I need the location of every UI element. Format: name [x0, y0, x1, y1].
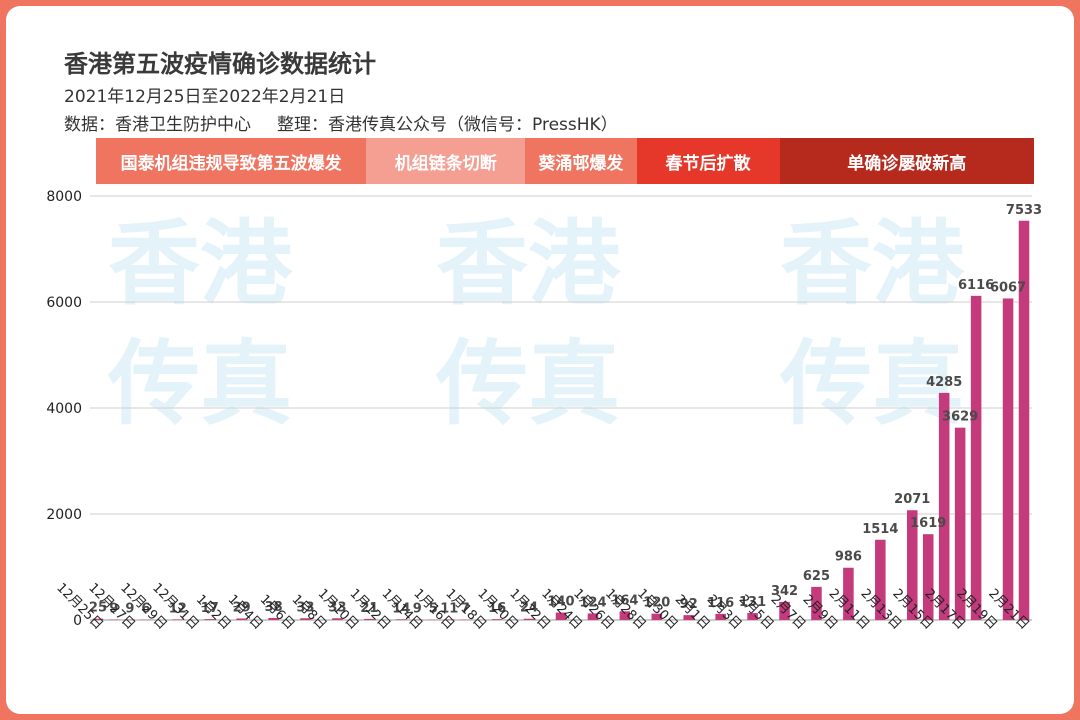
bar — [875, 539, 886, 620]
chart-card: 香港第五波疫情确诊数据统计 2021年12月25日至2022年2月21日 数据：… — [6, 6, 1074, 714]
y-tick-label: 4000 — [46, 401, 82, 417]
y-tick-label: 2000 — [46, 507, 82, 523]
data-label: 7533 — [1006, 203, 1042, 218]
bar — [268, 617, 279, 620]
watermark: 香港传真 香港传真 香港传真 — [107, 210, 965, 437]
bar — [555, 612, 567, 620]
data-label: 9 — [109, 602, 118, 617]
data-label: 1514 — [862, 522, 898, 537]
watermark-text: 传真 — [779, 330, 964, 437]
data-label: 25 — [89, 601, 107, 616]
data-label: 92 — [680, 597, 698, 612]
data-label: 17 — [201, 601, 219, 616]
phase-2: 机组链条切断 — [366, 138, 526, 184]
bar — [747, 613, 758, 620]
data-label: 6067 — [990, 280, 1026, 295]
data-label: 5 — [429, 602, 438, 617]
phase-5: 单确诊屡破新高 — [779, 138, 1034, 184]
bar — [1018, 220, 1030, 620]
bar — [364, 618, 375, 620]
phase-4: 春节后扩散 — [636, 138, 780, 184]
y-tick-label: 6000 — [46, 295, 82, 311]
data-label: 12 — [169, 601, 187, 616]
data-label: 140 — [547, 595, 574, 610]
phase-3: 葵涌邨爆发 — [525, 138, 637, 184]
bar — [92, 618, 104, 620]
data-label: 116 — [707, 596, 734, 611]
page-title: 香港第五波疫情确诊数据统计 — [64, 50, 376, 78]
bar — [300, 618, 311, 620]
watermark-text: 传真 — [435, 330, 620, 437]
bar — [906, 510, 918, 620]
bar — [236, 618, 247, 620]
x-tick-label: 1月4日 — [225, 592, 266, 633]
source-line: 数据：香港卫生防护中心 整理：香港传真公众号（微信号：PressHK） — [64, 110, 618, 135]
bar — [332, 618, 343, 620]
data-label: 4285 — [926, 375, 962, 390]
bar — [1002, 298, 1014, 620]
phase-1: 国泰机组违规导致第五波爆发 — [96, 138, 367, 184]
data-labels: 25 9 9 6 12 17 29 38 33 33 21 14 9 5 11 7 16 24 140 124 164 1… — [89, 203, 1042, 617]
bar — [204, 619, 216, 620]
bar — [523, 618, 535, 620]
data-label: 33 — [328, 600, 346, 615]
data-label: 38 — [265, 600, 283, 615]
bar — [715, 613, 726, 620]
y-axis: 0 2000 4000 6000 8000 — [46, 189, 82, 629]
bar — [938, 392, 950, 620]
data-label: 21 — [360, 601, 378, 616]
bar — [954, 427, 966, 620]
y-tick-label: 0 — [73, 613, 82, 629]
bar — [811, 586, 822, 620]
data-label: 120 — [643, 596, 670, 611]
data-label: 124 — [579, 595, 606, 610]
data-label: 24 — [520, 601, 538, 616]
x-tick-label: 1月6日 — [257, 592, 298, 633]
bar — [619, 611, 631, 620]
bar — [172, 619, 184, 620]
data-label: 14 — [392, 601, 410, 616]
data-label: 6 — [141, 602, 150, 617]
data-label: 7 — [461, 602, 470, 617]
data-label: 6116 — [958, 278, 994, 293]
data-label: 131 — [739, 595, 766, 610]
bar — [587, 613, 599, 620]
bar — [443, 619, 455, 620]
data-label: 16 — [488, 601, 506, 616]
bar — [779, 601, 790, 620]
date-range-subtitle: 2021年12月25日至2022年2月21日 — [64, 87, 346, 107]
x-tick-label: 1月2日 — [193, 592, 234, 633]
data-label: 11 — [440, 601, 458, 616]
watermark-text: 传真 — [107, 330, 292, 437]
data-label: 342 — [771, 584, 798, 599]
watermark-text: 香港 — [780, 210, 965, 317]
data-label: 33 — [296, 600, 314, 615]
watermark-text: 香港 — [108, 210, 293, 317]
data-label: 625 — [803, 569, 830, 584]
y-tick-label: 8000 — [46, 189, 82, 205]
bar — [651, 613, 663, 620]
data-label: 1619 — [910, 516, 946, 531]
data-label: 986 — [835, 550, 862, 565]
data-label: 2071 — [894, 492, 930, 507]
editor-credit: 整理：香港传真公众号（微信号：PressHK） — [277, 115, 618, 135]
phase-bar: 国泰机组违规导致第五波爆发 机组链条切断 葵涌邨爆发 春节后扩散 单确诊屡破新高 — [96, 138, 1034, 184]
bar — [922, 534, 934, 620]
data-label: 9 — [413, 602, 422, 617]
watermark-text: 香港 — [436, 210, 621, 317]
bar — [843, 567, 854, 620]
bar — [683, 615, 694, 620]
bar — [396, 619, 407, 620]
data-label: 29 — [233, 600, 251, 615]
bar — [491, 619, 503, 620]
bars — [92, 220, 1030, 620]
data-source: 数据：香港卫生防护中心 — [64, 115, 251, 135]
data-label: 9 — [125, 602, 134, 617]
data-label: 3629 — [942, 410, 978, 425]
data-label: 164 — [611, 593, 638, 608]
bar — [970, 295, 982, 620]
